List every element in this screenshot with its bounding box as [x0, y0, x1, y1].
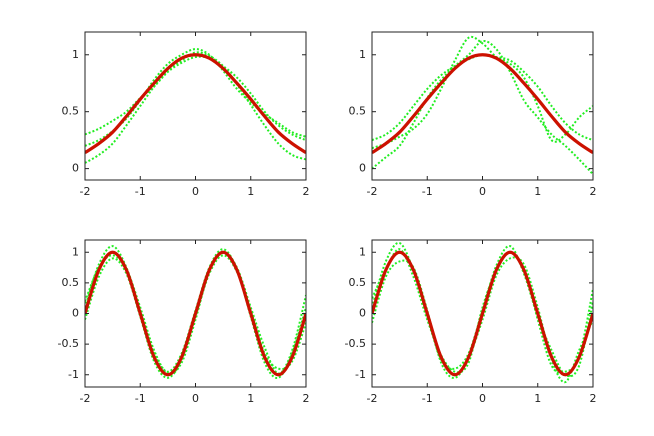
x-tick-label: -2: [367, 185, 378, 198]
plot-area: [85, 245, 306, 380]
sample-line: [372, 39, 593, 175]
mean-line: [372, 53, 593, 155]
y-tick-label: 0.5: [349, 276, 367, 289]
x-tick-label: 0: [479, 185, 486, 198]
plot-area: [372, 241, 593, 384]
x-tick-label: -2: [367, 392, 378, 405]
y-tick-label: -1: [355, 368, 366, 381]
y-tick-label: 0: [72, 162, 79, 175]
y-tick-label: 1: [359, 245, 366, 258]
y-tick-label: 0.5: [62, 105, 80, 118]
x-tick-label: 2: [303, 392, 310, 405]
sample-line: [85, 55, 306, 142]
y-tick-label: 1: [72, 245, 79, 258]
x-tick-label: -1: [135, 185, 146, 198]
x-tick-label: 2: [590, 392, 597, 405]
mean-line: [85, 53, 306, 155]
x-tick-label: 2: [303, 185, 310, 198]
x-tick-label: -1: [422, 185, 433, 198]
plot-area: [85, 48, 306, 164]
mean-line: [85, 250, 306, 377]
x-tick-label: -1: [135, 392, 146, 405]
sample-line: [372, 53, 593, 142]
sample-line: [372, 35, 593, 150]
x-tick-label: 1: [534, 392, 541, 405]
x-tick-label: 2: [590, 185, 597, 198]
y-tick-label: 1: [72, 48, 79, 61]
y-tick-label: -0.5: [58, 337, 79, 350]
y-tick-label: -1: [68, 368, 79, 381]
x-tick-label: 0: [479, 392, 486, 405]
y-tick-label: 0: [72, 307, 79, 320]
x-tick-label: 0: [192, 185, 199, 198]
x-tick-label: -2: [80, 185, 91, 198]
y-tick-label: 0.5: [349, 105, 367, 118]
y-tick-label: 0: [359, 162, 366, 175]
y-tick-label: -0.5: [345, 337, 366, 350]
x-tick-label: 1: [534, 185, 541, 198]
sample-line: [85, 51, 306, 164]
plot-area: [372, 35, 593, 175]
sample-line: [372, 248, 593, 374]
y-tick-label: 0: [359, 307, 366, 320]
x-tick-label: -1: [422, 392, 433, 405]
x-tick-label: 1: [247, 392, 254, 405]
x-tick-label: 0: [192, 392, 199, 405]
x-tick-label: 1: [247, 185, 254, 198]
x-tick-label: -2: [80, 392, 91, 405]
y-tick-label: 0.5: [62, 276, 80, 289]
mean-line: [372, 250, 593, 377]
sample-line: [372, 256, 593, 384]
y-tick-label: 1: [359, 48, 366, 61]
sample-line: [85, 48, 306, 147]
